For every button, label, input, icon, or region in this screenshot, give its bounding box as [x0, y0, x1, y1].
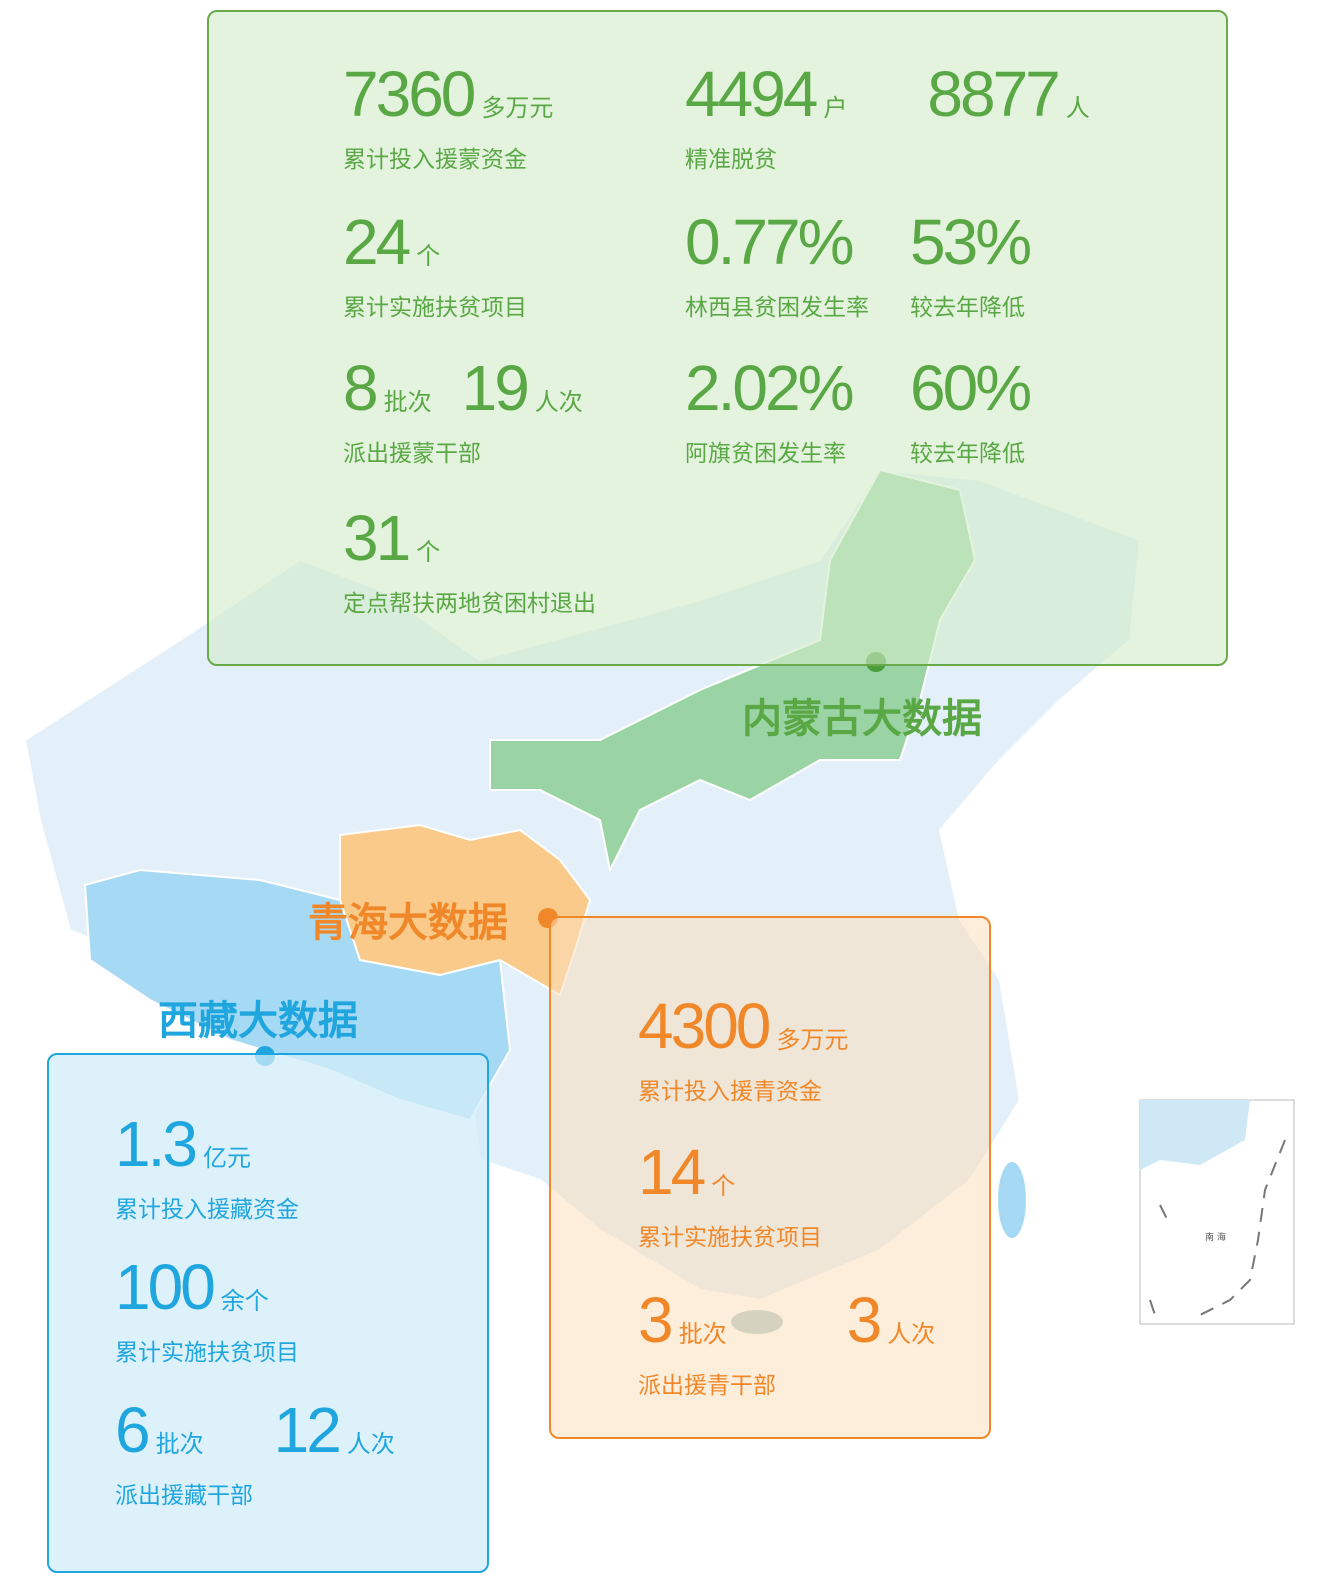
stat-figures: 14 个	[638, 1140, 735, 1204]
stat-caption: 累计实施扶贫项目	[115, 1340, 299, 1366]
stat-value: 53%	[910, 206, 1032, 278]
stat-value: 8877	[927, 58, 1060, 130]
stat-figures: 3 批次 3 人次	[638, 1288, 935, 1352]
qinghai-box	[549, 916, 991, 1439]
tibet-box	[47, 1053, 489, 1573]
stat-value: 7360	[343, 58, 476, 130]
stat-unit: 人次	[346, 1430, 395, 1458]
stat-unit: 个	[416, 242, 441, 270]
stat-caption: 较去年降低	[910, 295, 1025, 321]
stat-figures: 100 余个	[115, 1255, 269, 1319]
stat-unit: 余个	[220, 1287, 269, 1315]
stat-value: 31	[343, 502, 411, 574]
stat-value: 1.3	[115, 1108, 198, 1180]
stat-caption: 林西县贫困发生率	[685, 295, 869, 321]
stat-figures: 4300 多万元	[638, 994, 848, 1058]
stat-figures: 8 批次 19 人次	[343, 356, 583, 420]
stat-caption: 精准脱贫	[685, 147, 777, 173]
stat-value: 19	[461, 352, 530, 424]
stat-value: 6	[115, 1394, 151, 1466]
stat-caption: 派出援青干部	[638, 1373, 776, 1399]
stat-figures: 31 个	[343, 506, 440, 570]
stat-caption: 定点帮扶两地贫困村退出	[343, 591, 596, 617]
inner-mongolia-box	[207, 10, 1228, 666]
stat-value: 0.77%	[685, 206, 854, 278]
stat-unit: 批次	[155, 1430, 204, 1458]
stat-figures: 60%	[910, 356, 1032, 420]
stat-unit: 个	[416, 538, 441, 566]
stat-figures: 24 个	[343, 210, 440, 274]
stat-figures: 1.3 亿元	[115, 1112, 251, 1176]
stat-value: 4494	[685, 58, 818, 130]
stat-caption: 累计投入援蒙资金	[343, 147, 527, 173]
stat-value: 100	[115, 1251, 216, 1323]
stat-figures: 2.02%	[685, 356, 854, 420]
stat-value: 4300	[638, 990, 771, 1062]
stat-figures: 4494 户 8877 人	[685, 62, 1090, 126]
stat-value: 3	[846, 1284, 883, 1356]
stat-caption: 阿旗贫困发生率	[685, 441, 846, 467]
inset-label: 南 海	[1205, 1231, 1226, 1243]
stat-figures: 53%	[910, 210, 1032, 274]
stat-caption: 累计投入援青资金	[638, 1079, 822, 1105]
stat-unit: 多万元	[481, 94, 554, 122]
stat-caption: 派出援蒙干部	[343, 441, 481, 467]
inset-land	[1140, 1100, 1250, 1170]
qinghai-label: 青海大数据	[308, 900, 508, 946]
stat-unit: 亿元	[202, 1144, 251, 1172]
stat-value: 60%	[910, 352, 1032, 424]
stat-unit: 多万元	[776, 1026, 849, 1054]
stat-caption: 累计实施扶贫项目	[638, 1225, 822, 1251]
stat-value: 12	[273, 1394, 342, 1466]
stat-caption: 较去年降低	[910, 441, 1025, 467]
stat-value: 2.02%	[685, 352, 854, 424]
stat-figures: 6 批次 12 人次	[115, 1398, 395, 1462]
stat-value: 8	[343, 352, 379, 424]
inner-mongolia-label: 内蒙古大数据	[742, 696, 982, 742]
stat-unit: 人	[1065, 94, 1090, 122]
stat-unit: 户	[823, 94, 848, 122]
stat-caption: 派出援藏干部	[115, 1483, 253, 1509]
stat-caption: 累计实施扶贫项目	[343, 295, 527, 321]
stat-unit: 批次	[678, 1320, 727, 1348]
stat-value: 3	[638, 1284, 674, 1356]
stat-unit: 批次	[383, 388, 432, 416]
stat-unit: 个	[711, 1172, 736, 1200]
stat-caption: 累计投入援藏资金	[115, 1197, 299, 1223]
stat-figures: 7360 多万元	[343, 62, 553, 126]
inset-borders	[1149, 1139, 1286, 1316]
stat-value: 14	[638, 1136, 706, 1208]
stat-figures: 0.77%	[685, 210, 854, 274]
stat-value: 24	[343, 206, 411, 278]
tibet-label: 西藏大数据	[158, 998, 358, 1044]
stat-unit: 人次	[887, 1320, 936, 1348]
taiwan	[998, 1162, 1026, 1238]
stat-unit: 人次	[534, 388, 583, 416]
